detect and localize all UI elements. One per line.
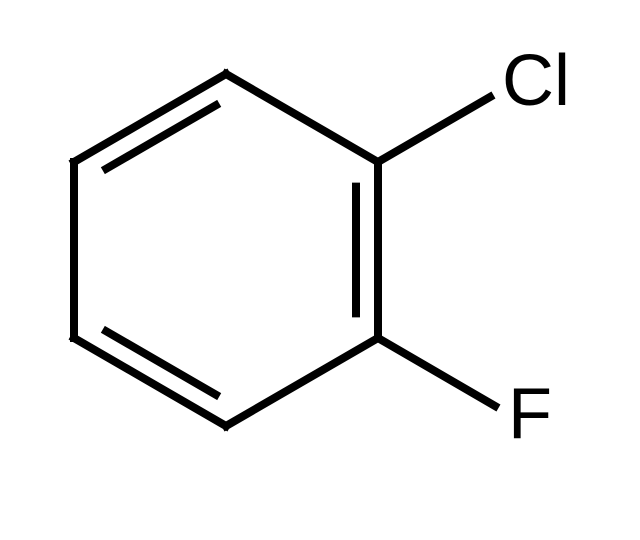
atom-label-cl: Cl bbox=[502, 41, 570, 121]
substituent-bond bbox=[378, 338, 495, 406]
atom-label-f: F bbox=[508, 374, 552, 454]
molecule-diagram: Cl F bbox=[0, 0, 640, 540]
ring-bond bbox=[74, 338, 226, 426]
ring-bond bbox=[226, 74, 378, 162]
substituent-bond bbox=[378, 97, 490, 162]
ring-bond bbox=[74, 74, 226, 162]
ring-bond bbox=[226, 338, 378, 426]
